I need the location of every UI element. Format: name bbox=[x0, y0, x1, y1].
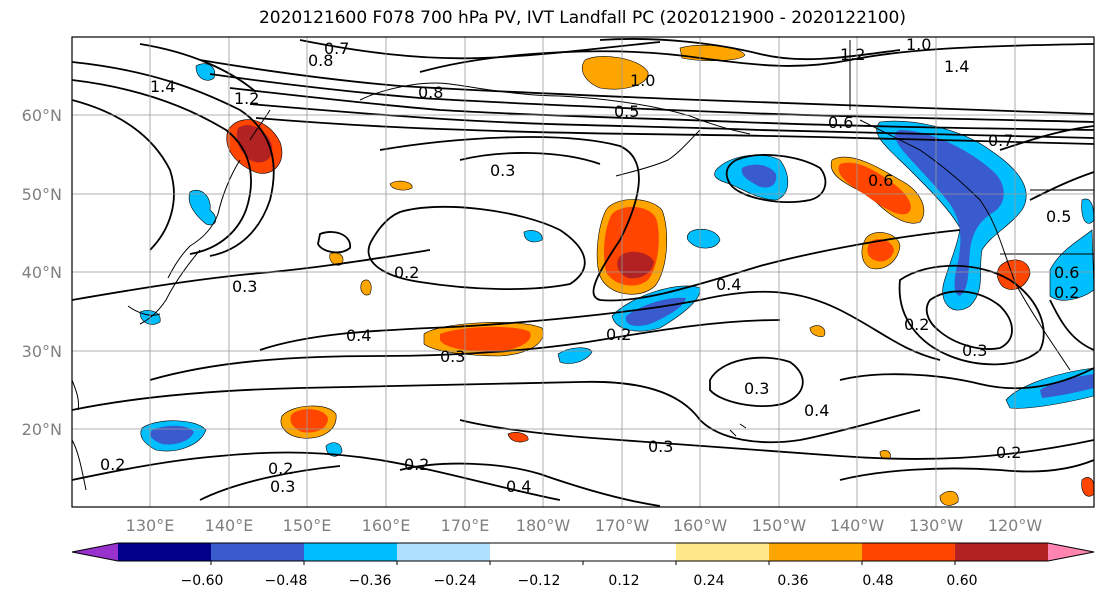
contour-label: 0.6 bbox=[868, 171, 893, 190]
lon-label: 170°E bbox=[441, 516, 490, 535]
contour-label: 1.2 bbox=[840, 45, 865, 64]
lat-label: 60°N bbox=[22, 106, 62, 125]
map-title: 2020121600 F078 700 hPa PV, IVT Landfall… bbox=[258, 8, 906, 28]
contour-label: 0.3 bbox=[232, 277, 257, 296]
colorbar-tick-label: −0.36 bbox=[349, 573, 392, 589]
lat-labels: 60°N 50°N 40°N 30°N 20°N bbox=[22, 106, 62, 439]
contour-label: 0.2 bbox=[268, 459, 293, 478]
colorbar-outline bbox=[71, 542, 1095, 562]
contour-label: 0.3 bbox=[744, 379, 769, 398]
lon-label: 170°W bbox=[595, 516, 650, 535]
lon-label: 160°E bbox=[362, 516, 411, 535]
graticule bbox=[72, 37, 1094, 507]
contour-label: 1.0 bbox=[630, 71, 655, 90]
contour-label: 1.4 bbox=[150, 77, 175, 96]
colorbar-segment bbox=[676, 543, 770, 561]
colorbar-tick-label: 0.60 bbox=[946, 573, 977, 589]
contour-label: 0.3 bbox=[648, 437, 673, 456]
contour-label: 1.0 bbox=[906, 35, 931, 54]
colorbar-tick-label: 0.48 bbox=[862, 573, 893, 589]
colorbar-tick-label: 0.36 bbox=[777, 573, 808, 589]
colorbar-tick-label: −0.60 bbox=[181, 573, 224, 589]
colorbar-right-extension bbox=[1048, 543, 1094, 561]
contour-label: 0.4 bbox=[346, 326, 371, 345]
contour-label: 0.3 bbox=[490, 161, 515, 180]
contour-label: 0.8 bbox=[418, 83, 443, 102]
colorbar-segment bbox=[118, 543, 212, 561]
contour-label: 0.3 bbox=[962, 341, 987, 360]
coastlines bbox=[72, 40, 1094, 491]
colorbar-tick-label: −0.48 bbox=[265, 573, 308, 589]
contour-labels: 0.7 0.8 1.4 1.2 1.0 0.8 0.5 0.6 0.3 0.2 … bbox=[100, 35, 1079, 496]
contour-label: 1.4 bbox=[944, 57, 969, 76]
lon-label: 140°W bbox=[830, 516, 885, 535]
contour-label: 0.2 bbox=[404, 455, 429, 474]
colorbar-segment bbox=[490, 543, 584, 561]
colorbar bbox=[71, 542, 1095, 565]
pv-contours bbox=[72, 38, 1094, 507]
lon-label: 180°W bbox=[516, 516, 571, 535]
colorbar-segment bbox=[211, 543, 305, 561]
lat-label: 30°N bbox=[22, 342, 62, 361]
contour-label: 0.6 bbox=[1054, 263, 1079, 282]
lon-label: 130°W bbox=[909, 516, 964, 535]
colorbar-segment bbox=[862, 543, 956, 561]
lon-labels: 130°E 140°E 150°E 160°E 170°E 180°W 170°… bbox=[126, 516, 1043, 535]
contour-label: 0.7 bbox=[988, 131, 1013, 150]
contour-label: 0.5 bbox=[614, 102, 639, 121]
contour-label: 0.4 bbox=[804, 401, 829, 420]
contour-label: 0.8 bbox=[308, 51, 333, 70]
lat-label: 20°N bbox=[22, 420, 62, 439]
lon-label: 120°W bbox=[988, 516, 1043, 535]
colorbar-ticks: −0.60 −0.48 −0.36 −0.24 −0.12 0.12 0.24 … bbox=[181, 573, 978, 589]
contour-label: 0.6 bbox=[828, 113, 853, 132]
contour-label: 0.2 bbox=[100, 455, 125, 474]
contour-label: 0.5 bbox=[1046, 207, 1071, 226]
contour-label: 0.2 bbox=[394, 263, 419, 282]
lon-label: 160°W bbox=[673, 516, 728, 535]
contour-label: 0.2 bbox=[996, 443, 1021, 462]
contour-label: 0.2 bbox=[904, 315, 929, 334]
colorbar-tick-label: −0.12 bbox=[518, 573, 561, 589]
contour-label: 0.2 bbox=[606, 325, 631, 344]
colorbar-segment bbox=[397, 543, 491, 561]
lon-label: 150°W bbox=[752, 516, 807, 535]
colorbar-tick-label: 0.12 bbox=[608, 573, 639, 589]
colorbar-tick-label: 0.24 bbox=[693, 573, 724, 589]
contour-label: 0.7 bbox=[324, 39, 349, 58]
contour-label: 0.4 bbox=[716, 275, 741, 294]
colorbar-segment bbox=[955, 543, 1049, 561]
lat-label: 40°N bbox=[22, 263, 62, 282]
contour-label: 1.2 bbox=[234, 89, 259, 108]
contour-label: 0.3 bbox=[270, 477, 295, 496]
colorbar-segment bbox=[769, 543, 863, 561]
contour-label: 0.4 bbox=[506, 477, 531, 496]
colorbar-left-extension bbox=[72, 543, 118, 561]
lon-label: 150°E bbox=[283, 516, 332, 535]
colorbar-tick-label: −0.24 bbox=[434, 573, 477, 589]
lon-label: 130°E bbox=[126, 516, 175, 535]
lon-label: 140°E bbox=[205, 516, 254, 535]
colorbar-segment bbox=[304, 543, 398, 561]
contour-label: 0.2 bbox=[1054, 283, 1079, 302]
map-frame bbox=[71, 36, 1095, 508]
contour-label: 0.3 bbox=[440, 347, 465, 366]
colorbar-segment bbox=[583, 543, 677, 561]
lat-label: 50°N bbox=[22, 185, 62, 204]
